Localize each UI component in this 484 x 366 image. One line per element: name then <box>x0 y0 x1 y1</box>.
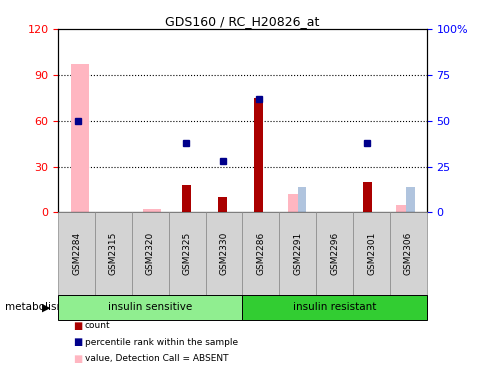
Text: ▶: ▶ <box>42 302 50 313</box>
Text: GSM2286: GSM2286 <box>256 232 265 275</box>
Bar <box>182 185 191 212</box>
Bar <box>298 187 305 212</box>
Bar <box>218 197 227 212</box>
Title: GDS160 / RC_H20826_at: GDS160 / RC_H20826_at <box>165 15 319 28</box>
Text: insulin sensitive: insulin sensitive <box>108 302 192 313</box>
Bar <box>143 209 161 212</box>
Bar <box>254 98 263 212</box>
Text: ■: ■ <box>73 321 82 331</box>
Bar <box>406 187 414 212</box>
Text: count: count <box>85 321 110 330</box>
Text: GSM2291: GSM2291 <box>293 232 302 275</box>
Text: metabolism: metabolism <box>5 302 66 313</box>
Text: GSM2306: GSM2306 <box>403 232 412 275</box>
Text: ■: ■ <box>73 337 82 347</box>
Text: GSM2330: GSM2330 <box>219 232 228 275</box>
Text: insulin resistant: insulin resistant <box>292 302 376 313</box>
Text: value, Detection Call = ABSENT: value, Detection Call = ABSENT <box>85 354 228 363</box>
Text: GSM2320: GSM2320 <box>146 232 154 275</box>
Text: GSM2301: GSM2301 <box>366 232 375 275</box>
Bar <box>287 194 305 212</box>
Text: GSM2296: GSM2296 <box>330 232 338 275</box>
Text: GSM2315: GSM2315 <box>109 232 118 275</box>
Text: GSM2284: GSM2284 <box>72 232 81 275</box>
Bar <box>362 182 371 212</box>
Bar <box>71 64 89 212</box>
Text: percentile rank within the sample: percentile rank within the sample <box>85 338 238 347</box>
Bar <box>395 205 413 212</box>
Text: ■: ■ <box>73 354 82 364</box>
Text: GSM2325: GSM2325 <box>182 232 191 275</box>
